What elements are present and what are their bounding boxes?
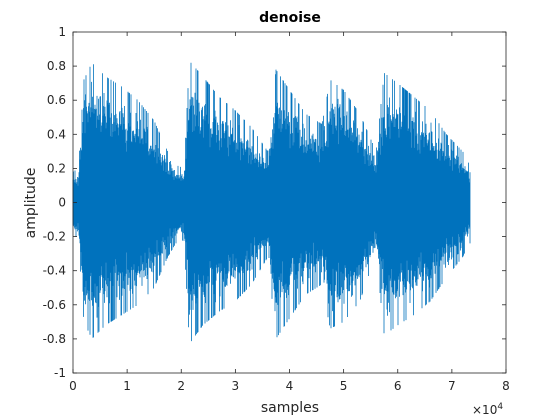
y-tick-label: 0.8: [47, 59, 66, 73]
y-axis-label: amplitude: [23, 168, 39, 239]
x-tick-label: 7: [448, 379, 456, 393]
x-tick-label: 3: [232, 379, 240, 393]
y-tick-label: -0.4: [43, 264, 66, 278]
x-tick-label: 6: [394, 379, 402, 393]
x-tick-label: 2: [177, 379, 185, 393]
x-tick-label: 5: [340, 379, 348, 393]
x-tick-label: 1: [123, 379, 131, 393]
x-tick-label: 4: [286, 379, 294, 393]
x-axis-exponent: ×104: [472, 402, 503, 417]
x-axis-exponent-value: 4: [497, 402, 503, 412]
chart-title: denoise: [259, 10, 321, 26]
x-tick-label: 8: [502, 379, 510, 393]
labels: denoise samples amplitude ×104: [23, 10, 503, 417]
y-tick-label: -1: [54, 366, 66, 380]
y-tick-label: -0.6: [43, 298, 66, 312]
x-axis-label: samples: [261, 400, 319, 416]
y-tick-label: 0: [58, 196, 66, 210]
y-tick-label: 0.6: [47, 93, 66, 107]
y-tick-label: 0.4: [47, 127, 66, 141]
x-tick-label: 0: [69, 379, 77, 393]
y-tick-label: -0.2: [43, 230, 66, 244]
y-tick-label: -0.8: [43, 332, 66, 346]
y-tick-label: 0.2: [47, 161, 66, 175]
axes: 0 1 2 3 4 5 6 7 8 -1 -0.8 -0.6 -0.4 -0.2 0 0.2 0.4 0.6 0.8…: [43, 25, 510, 393]
y-tick-label: 1: [58, 25, 66, 39]
x-axis-multiplier: ×10: [472, 403, 497, 417]
